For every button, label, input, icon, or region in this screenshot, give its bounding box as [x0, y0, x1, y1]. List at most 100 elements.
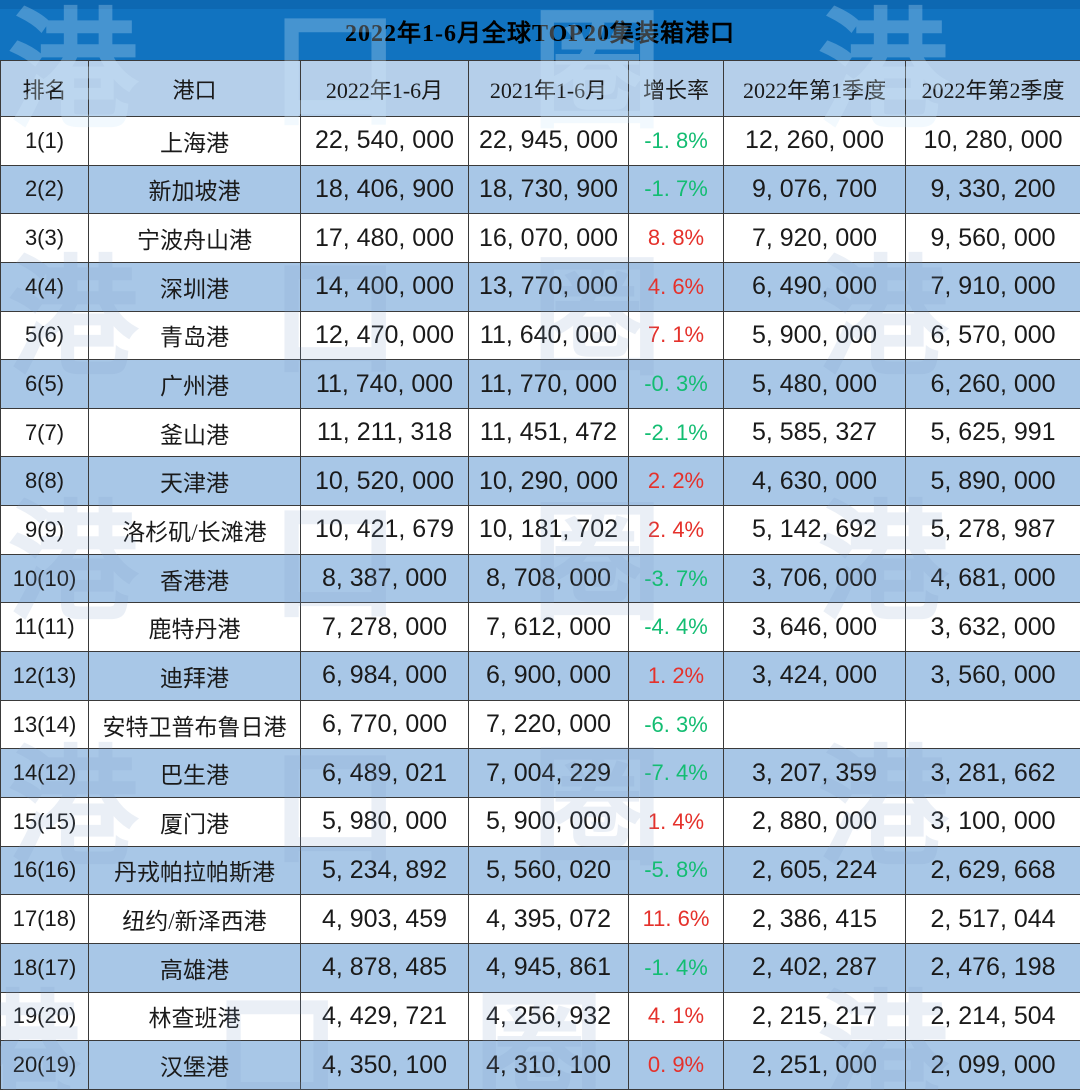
cell-growth: 1. 4% — [628, 796, 724, 847]
cell-h1_2022: 5, 234, 892 — [300, 845, 469, 896]
cell-port: 巴生港 — [88, 748, 301, 798]
cell-h1_2021: 4, 395, 072 — [468, 894, 629, 944]
cell-h1_2022: 4, 903, 459 — [300, 894, 469, 944]
cell-h1_2021: 7, 004, 229 — [468, 748, 629, 798]
cell-h1_2021: 18, 730, 900 — [468, 164, 629, 215]
cell-rank: 16(16) — [0, 845, 89, 896]
cell-rank: 14(12) — [0, 748, 89, 798]
cell-q1_2022: 5, 142, 692 — [723, 505, 906, 555]
table-row: 7(7) 釜山港 11, 211, 318 11, 451, 472 -2. 1% 5, … — [0, 407, 1080, 458]
cell-h1_2021: 10, 290, 000 — [468, 456, 629, 507]
cell-h1_2021: 13, 770, 000 — [468, 261, 629, 312]
table-row: 2(2) 新加坡港 18, 406, 900 18, 730, 900 -1. 7% 9,… — [0, 164, 1080, 215]
col-header-2022h1: 2022年1-6月 — [300, 60, 469, 117]
cell-q2_2022: 5, 625, 991 — [905, 407, 1080, 458]
table-row: 16(16) 丹戎帕拉帕斯港 5, 234, 892 5, 560, 020 -5. 8… — [0, 845, 1080, 896]
cell-q1_2022: 2, 251, 000 — [723, 1040, 906, 1090]
table-row: 10(10) 香港港 8, 387, 000 8, 708, 000 -3. 7% 3, … — [0, 553, 1080, 604]
cell-growth: 11. 6% — [628, 894, 724, 944]
cell-q2_2022: 2, 517, 044 — [905, 894, 1080, 944]
cell-growth: -1. 4% — [628, 942, 724, 993]
cell-rank: 13(14) — [0, 699, 89, 750]
cell-rank: 17(18) — [0, 894, 89, 944]
cell-h1_2022: 6, 984, 000 — [300, 651, 469, 701]
cell-h1_2021: 16, 070, 000 — [468, 213, 629, 263]
cell-q2_2022: 3, 100, 000 — [905, 796, 1080, 847]
cell-growth: 2. 2% — [628, 456, 724, 507]
cell-q1_2022: 3, 424, 000 — [723, 651, 906, 701]
cell-port: 迪拜港 — [88, 651, 301, 701]
cell-rank: 4(4) — [0, 261, 89, 312]
cell-port: 天津港 — [88, 456, 301, 507]
cell-growth: -7. 4% — [628, 748, 724, 798]
cell-port: 上海港 — [88, 116, 301, 166]
cell-q2_2022: 3, 632, 000 — [905, 602, 1080, 653]
cell-q1_2022 — [723, 699, 906, 750]
cell-rank: 19(20) — [0, 991, 89, 1042]
cell-h1_2022: 7, 278, 000 — [300, 602, 469, 653]
table-row: 19(20) 林查班港 4, 429, 721 4, 256, 932 4. 1% 2, … — [0, 991, 1080, 1042]
header-row: 排名 港口 2022年1-6月 2021年1-6月 增长率 2022年第1季度 … — [0, 60, 1080, 117]
cell-growth: 4. 1% — [628, 991, 724, 1042]
cell-growth: -2. 1% — [628, 407, 724, 458]
cell-rank: 5(6) — [0, 310, 89, 361]
table-row: 12(13) 迪拜港 6, 984, 000 6, 900, 000 1. 2% 3, 4… — [0, 651, 1080, 701]
cell-q1_2022: 3, 207, 359 — [723, 748, 906, 798]
cell-q2_2022: 6, 570, 000 — [905, 310, 1080, 361]
table-header: 排名 港口 2022年1-6月 2021年1-6月 增长率 2022年第1季度 … — [0, 60, 1080, 117]
table-row: 5(6) 青岛港 12, 470, 000 11, 640, 000 7. 1% 5, 9… — [0, 310, 1080, 361]
cell-port: 香港港 — [88, 553, 301, 604]
cell-q1_2022: 7, 920, 000 — [723, 213, 906, 263]
cell-q1_2022: 12, 260, 000 — [723, 116, 906, 166]
cell-h1_2022: 17, 480, 000 — [300, 213, 469, 263]
cell-rank: 1(1) — [0, 116, 89, 166]
table-row: 3(3) 宁波舟山港 17, 480, 000 16, 070, 000 8. 8% 7,… — [0, 213, 1080, 263]
cell-growth: -6. 3% — [628, 699, 724, 750]
cell-h1_2022: 22, 540, 000 — [300, 116, 469, 166]
title-bar: 2022年1-6月全球TOP20集装箱港口 — [0, 0, 1080, 60]
cell-h1_2021: 8, 708, 000 — [468, 553, 629, 604]
cell-growth: 2. 4% — [628, 505, 724, 555]
cell-port: 汉堡港 — [88, 1040, 301, 1090]
cell-growth: -1. 8% — [628, 116, 724, 166]
cell-h1_2021: 10, 181, 702 — [468, 505, 629, 555]
cell-port: 深圳港 — [88, 261, 301, 312]
cell-h1_2021: 7, 220, 000 — [468, 699, 629, 750]
cell-growth: 1. 2% — [628, 651, 724, 701]
table-row: 17(18) 纽约/新泽西港 4, 903, 459 4, 395, 072 11. 6… — [0, 894, 1080, 944]
table-row: 14(12) 巴生港 6, 489, 021 7, 004, 229 -7. 4% 3, … — [0, 748, 1080, 798]
cell-growth: -4. 4% — [628, 602, 724, 653]
cell-rank: 18(17) — [0, 942, 89, 993]
cell-h1_2022: 6, 770, 000 — [300, 699, 469, 750]
col-header-growth: 增长率 — [628, 60, 724, 117]
cell-h1_2022: 12, 470, 000 — [300, 310, 469, 361]
page-title: 2022年1-6月全球TOP20集装箱港口 — [345, 20, 735, 47]
cell-growth: 4. 6% — [628, 261, 724, 312]
cell-q2_2022: 9, 560, 000 — [905, 213, 1080, 263]
table-row: 8(8) 天津港 10, 520, 000 10, 290, 000 2. 2% 4, 6… — [0, 456, 1080, 507]
cell-q2_2022: 9, 330, 200 — [905, 164, 1080, 215]
cell-q2_2022: 10, 280, 000 — [905, 116, 1080, 166]
cell-h1_2021: 11, 640, 000 — [468, 310, 629, 361]
cell-q1_2022: 5, 900, 000 — [723, 310, 906, 361]
port-table-body: 1(1) 上海港 22, 540, 000 22, 945, 000 -1. 8% 12,… — [0, 116, 1080, 1090]
cell-h1_2022: 18, 406, 900 — [300, 164, 469, 215]
cell-h1_2021: 22, 945, 000 — [468, 116, 629, 166]
cell-growth: -0. 3% — [628, 359, 724, 409]
cell-q1_2022: 2, 402, 287 — [723, 942, 906, 993]
cell-rank: 3(3) — [0, 213, 89, 263]
cell-q1_2022: 9, 076, 700 — [723, 164, 906, 215]
table-row: 4(4) 深圳港 14, 400, 000 13, 770, 000 4. 6% 6, 4… — [0, 261, 1080, 312]
cell-h1_2022: 5, 980, 000 — [300, 796, 469, 847]
cell-q2_2022: 5, 278, 987 — [905, 505, 1080, 555]
cell-growth: 7. 1% — [628, 310, 724, 361]
cell-port: 纽约/新泽西港 — [88, 894, 301, 944]
cell-rank: 20(19) — [0, 1040, 89, 1090]
cell-q1_2022: 5, 480, 000 — [723, 359, 906, 409]
cell-h1_2021: 4, 256, 932 — [468, 991, 629, 1042]
cell-q1_2022: 2, 386, 415 — [723, 894, 906, 944]
cell-q1_2022: 2, 215, 217 — [723, 991, 906, 1042]
col-header-rank: 排名 — [0, 60, 89, 117]
cell-h1_2022: 10, 520, 000 — [300, 456, 469, 507]
